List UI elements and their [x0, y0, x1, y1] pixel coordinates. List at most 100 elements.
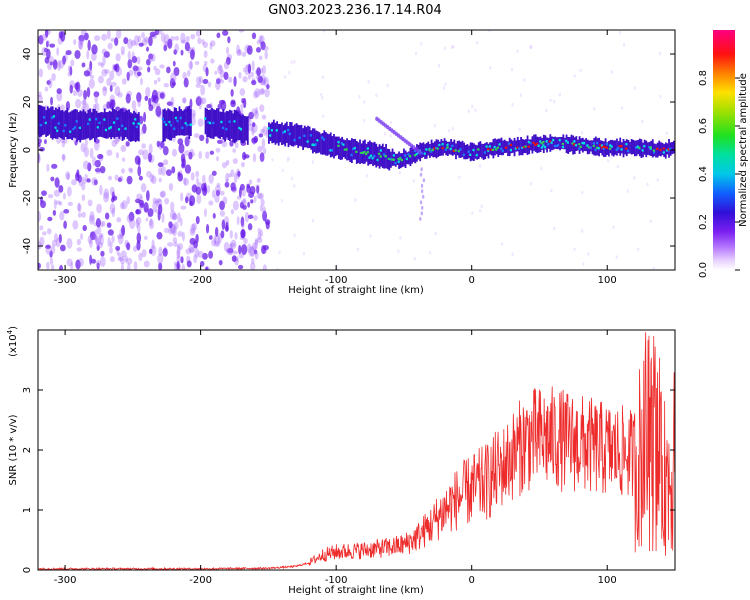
speckle-point — [194, 247, 200, 259]
speckle-point — [106, 222, 112, 228]
speckle-point — [321, 75, 325, 80]
spectrogram-y-tick-label: 0 — [22, 147, 33, 153]
speckle-point — [164, 34, 170, 46]
speckle-point — [101, 220, 106, 227]
speckle-point — [151, 239, 155, 251]
speckle-point — [244, 211, 249, 223]
speckle-point — [444, 82, 447, 87]
speckle-point — [227, 36, 231, 44]
speckle-point — [156, 231, 163, 240]
speckle-point — [253, 135, 259, 143]
band-diagonal — [419, 172, 423, 177]
speckle-point — [201, 38, 205, 45]
speckle-point — [262, 45, 269, 52]
speckle-point — [399, 235, 402, 240]
speckle-point — [428, 250, 432, 255]
speckle-point — [84, 138, 88, 148]
speckle-point — [240, 244, 248, 255]
speckle-point — [38, 152, 41, 164]
speckle-point — [55, 237, 61, 248]
speckle-point — [582, 262, 585, 266]
speckle-point — [50, 176, 55, 182]
speckle-point — [186, 260, 192, 268]
speckle-point — [157, 203, 163, 215]
speckle-point — [205, 67, 209, 77]
speckle-point — [225, 248, 230, 253]
snr-x-label: Height of straight line (km) — [288, 585, 424, 596]
speckle-point — [121, 200, 128, 210]
speckle-point — [365, 173, 369, 178]
speckle-point — [53, 199, 57, 210]
speckle-point — [233, 76, 237, 87]
speckle-point — [229, 246, 234, 256]
speckle-point — [636, 247, 640, 251]
speckle-point — [184, 196, 189, 204]
speckle-point — [76, 238, 81, 246]
speckle-point — [109, 84, 113, 92]
speckle-point — [78, 39, 83, 50]
speckle-point — [658, 51, 662, 56]
speckle-point — [89, 74, 95, 79]
colorbar-gradient — [713, 30, 735, 270]
speckle-point — [109, 256, 115, 263]
speckle-point — [138, 115, 144, 125]
speckle-point — [253, 91, 259, 99]
speckle-point — [205, 151, 210, 159]
speckle-point — [202, 252, 208, 260]
speckle-point — [173, 66, 180, 77]
speckle-point — [251, 257, 255, 265]
speckle-point — [633, 86, 636, 90]
speckle-point — [120, 168, 125, 174]
speckle-point — [232, 158, 238, 164]
speckle-point — [195, 215, 200, 225]
speckle-point — [293, 233, 296, 238]
speckle-point — [221, 219, 226, 230]
speckle-point — [258, 88, 265, 96]
speckle-point — [75, 259, 81, 270]
speckle-point — [205, 223, 210, 234]
speckle-point — [174, 221, 179, 230]
speckle-point — [57, 60, 62, 72]
speckle-point — [147, 66, 151, 73]
speckle-point — [89, 211, 95, 222]
speckle-point — [153, 79, 158, 85]
speckle-point — [70, 59, 75, 67]
speckle-point — [103, 191, 110, 203]
speckle-point — [133, 64, 137, 76]
speckle-point — [67, 65, 73, 72]
speckle-point — [39, 236, 45, 247]
speckle-point — [616, 164, 620, 169]
speckle-point — [256, 39, 262, 45]
speckle-point — [67, 71, 72, 77]
speckle-point — [251, 242, 257, 251]
snr-x-tick-label: 0 — [469, 575, 475, 586]
speckle-point — [160, 165, 166, 176]
speckle-point — [77, 257, 84, 267]
speckle-point — [140, 127, 145, 135]
speckle-point — [228, 76, 233, 83]
speckle-point — [110, 37, 115, 42]
speckle-point — [203, 60, 208, 66]
speckle-point — [136, 56, 141, 65]
speckle-point — [46, 163, 50, 172]
speckle-point — [126, 175, 133, 185]
speckle-point — [193, 133, 200, 139]
speckle-point — [229, 243, 233, 253]
speckle-point — [138, 175, 143, 181]
speckle-point — [116, 234, 123, 240]
speckle-point — [46, 228, 52, 235]
speckle-point — [236, 44, 240, 55]
speckle-point — [144, 36, 149, 43]
speckle-point — [47, 194, 54, 199]
speckle-point — [180, 256, 184, 264]
speckle-point — [76, 169, 80, 178]
speckle-point — [99, 256, 106, 267]
speckle-point — [257, 75, 263, 84]
speckle-point — [248, 111, 254, 120]
speckle-point — [195, 170, 200, 178]
speckle-point — [138, 252, 143, 262]
speckle-point — [95, 217, 101, 228]
speckle-point — [254, 88, 261, 98]
speckle-point — [234, 232, 238, 240]
speckle-point — [434, 231, 437, 236]
